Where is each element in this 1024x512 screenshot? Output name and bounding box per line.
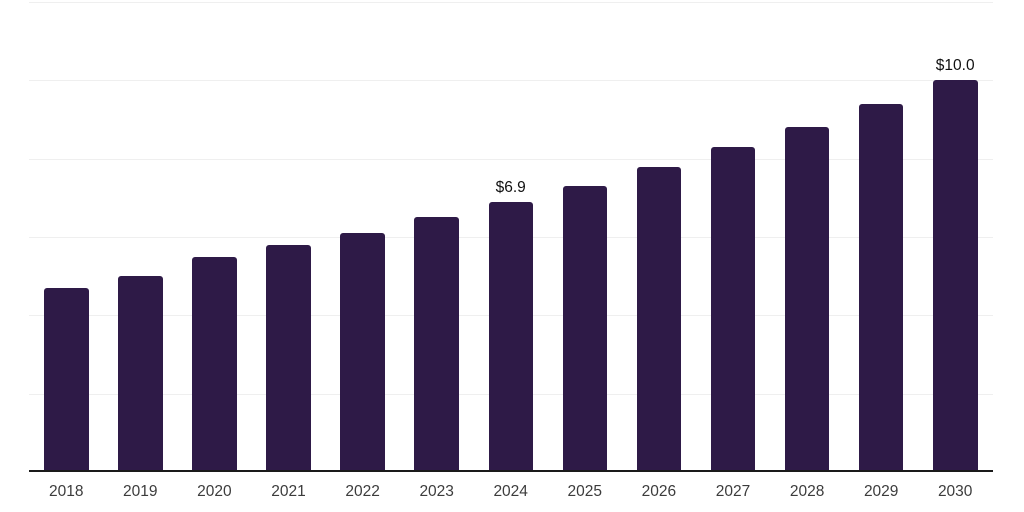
gridline [29,158,993,160]
bar-2028 [784,127,830,472]
data-label-2030: $10.0 [935,57,975,75]
data-label-2024: $6.9 [495,178,526,196]
x-tick-2029: 2029 [863,483,899,500]
x-tick-2030: 2030 [937,483,973,500]
bar-2020 [192,256,237,472]
bar-2026 [636,166,682,472]
x-tick-2018: 2018 [49,483,84,500]
plot-area: $6.9 $10.0 [29,0,993,472]
x-tick-2027: 2027 [715,483,751,500]
bar-2018 [44,287,89,472]
bar-2023 [414,217,459,472]
x-tick-2024: 2024 [493,483,528,500]
x-tick-2020: 2020 [197,483,232,500]
bar-2022 [340,233,385,472]
bar-2029 [858,103,904,472]
x-tick-2028: 2028 [789,483,825,500]
x-tick-2025: 2025 [567,483,603,500]
x-tick-2021: 2021 [271,483,306,500]
x-tick-2019: 2019 [123,483,158,500]
bar-2030 [933,80,978,472]
gridline [29,2,993,3]
bar-2027 [710,146,756,472]
x-tick-2023: 2023 [419,483,454,500]
bar-2025 [562,186,608,472]
gridline [29,80,993,82]
x-axis-labels: 2018 2019 2020 2021 2022 2023 2024 2025 2026 2027… [29,483,993,507]
x-axis-line [29,470,993,472]
x-tick-2026: 2026 [641,483,677,500]
bar-2024 [488,201,533,472]
bar-2021 [266,244,311,472]
bar-2019 [118,276,163,472]
x-tick-2022: 2022 [345,483,380,500]
